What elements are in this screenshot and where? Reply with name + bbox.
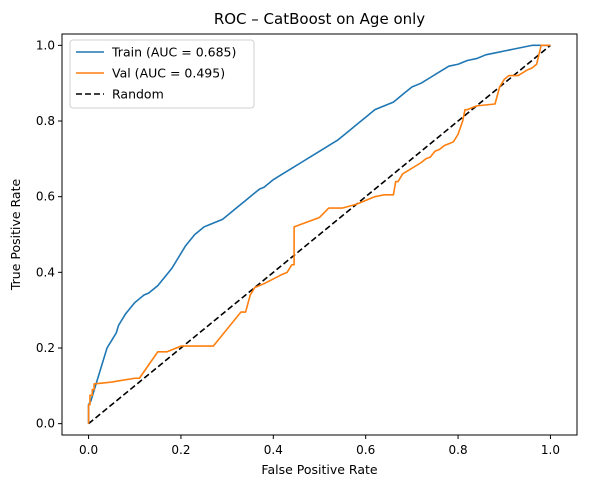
- chart-title: ROC – CatBoost on Age only: [214, 10, 425, 28]
- y-tick-label: 0.8: [36, 114, 55, 128]
- x-tick-label: 0.0: [79, 443, 98, 457]
- legend-label: Val (AUC = 0.495): [112, 66, 225, 81]
- y-tick-label: 0.2: [36, 341, 55, 355]
- plot-frame: [61, 33, 578, 436]
- series-line-val: [87, 44, 551, 424]
- x-tick-label: 0.4: [264, 443, 283, 457]
- legend-box: [69, 39, 255, 109]
- y-tick-label: 0.6: [36, 190, 55, 204]
- y-tick-label: 1.0: [36, 38, 55, 52]
- x-axis-ticks: 0.0 0.2 0.4 0.6 0.8 1.0: [79, 435, 560, 457]
- y-tick-label: 0.0: [36, 417, 55, 431]
- series-lines: [87, 44, 551, 425]
- x-tick-label: 0.6: [356, 443, 375, 457]
- y-tick-label: 0.4: [36, 265, 55, 279]
- y-axis-label: True Positive Rate: [8, 179, 23, 292]
- x-tick-label: 1.0: [541, 443, 560, 457]
- series-line-random: [88, 44, 551, 425]
- x-tick-label: 0.8: [449, 443, 468, 457]
- legend-label: Train (AUC = 0.685): [111, 45, 236, 60]
- legend: Train (AUC = 0.685) Val (AUC = 0.495) Rand…: [69, 39, 255, 109]
- legend-label: Random: [112, 87, 164, 102]
- x-axis-label: False Positive Rate: [261, 462, 377, 477]
- x-tick-label: 0.2: [171, 443, 190, 457]
- y-axis-ticks: 0.0 0.2 0.4 0.6 0.8 1.0: [36, 38, 62, 431]
- series-line-train: [87, 44, 551, 424]
